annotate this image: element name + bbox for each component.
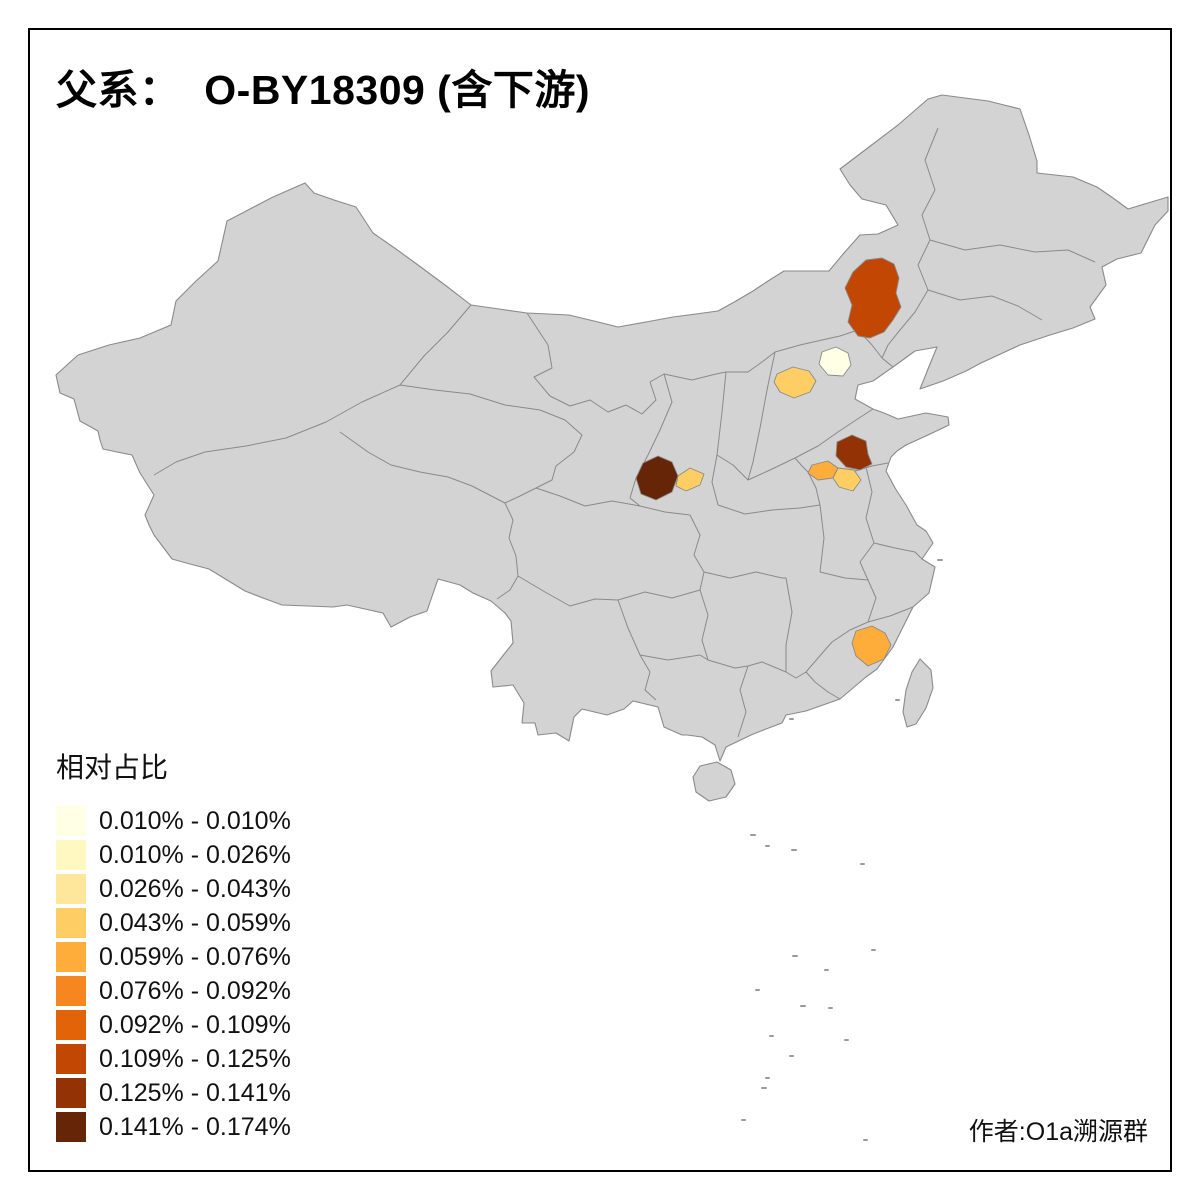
legend-item: 0.043% - 0.059% (56, 908, 291, 938)
legend-item-label: 0.076% - 0.092% (99, 976, 291, 1005)
region-hebei-northwest (773, 366, 817, 399)
hainan-island (692, 761, 736, 802)
region-beijing-area (818, 346, 852, 377)
legend-item-label: 0.125% - 0.141% (99, 1078, 291, 1107)
legend-swatch-color (56, 976, 86, 1006)
region-inner-mongolia-southeast (844, 257, 902, 339)
legend-swatch-color (56, 840, 86, 870)
legend-swatch (56, 840, 86, 870)
china-mainland (55, 94, 1169, 762)
legend-swatch (56, 806, 86, 836)
taiwan-island (902, 658, 934, 728)
legend-item: 0.109% - 0.125% (56, 1044, 291, 1074)
region-shandong-south (835, 434, 873, 471)
legend-swatch-color (56, 942, 86, 972)
legend-item-label: 0.141% - 0.174% (99, 1112, 291, 1141)
legend-swatch (56, 1078, 86, 1108)
legend-item: 0.125% - 0.141% (56, 1078, 291, 1108)
legend: 相对占比 0.010% - 0.010% 0.010% - 0.026% 0.0… (56, 746, 291, 1146)
legend-item: 0.092% - 0.109% (56, 1010, 291, 1040)
legend-swatch (56, 908, 86, 938)
legend-item: 0.010% - 0.010% (56, 806, 291, 836)
legend-item-label: 0.059% - 0.076% (99, 942, 291, 971)
legend-swatch-color (56, 1112, 86, 1142)
legend-item-label: 0.026% - 0.043% (99, 874, 291, 903)
highlighted-regions (635, 257, 902, 667)
page-title: 父系： O-BY18309 (含下游) (56, 67, 590, 113)
legend-swatch-color (56, 1078, 86, 1108)
legend-swatch (56, 976, 86, 1006)
legend-swatch-color (56, 806, 86, 836)
province-borders (153, 127, 1096, 738)
legend-swatch-color (56, 874, 86, 904)
legend-swatch-color (56, 1010, 86, 1040)
legend-swatch (56, 1044, 86, 1074)
legend-item-label: 0.092% - 0.109% (99, 1010, 291, 1039)
region-fujian-coast (851, 625, 892, 667)
legend-title: 相对占比 (56, 752, 169, 783)
region-shaanxi-southeast (675, 467, 705, 492)
legend-item-label: 0.043% - 0.059% (99, 908, 291, 937)
legend-item: 0.059% - 0.076% (56, 942, 291, 972)
region-jiangsu-north-east (832, 467, 862, 492)
legend-swatch (56, 942, 86, 972)
author-credit: 作者:O1a溯源群 (968, 1118, 1148, 1146)
legend-swatch (56, 874, 86, 904)
south-china-sea-islands (741, 559, 943, 1141)
legend-item: 0.076% - 0.092% (56, 976, 291, 1006)
legend-item-label: 0.109% - 0.125% (99, 1044, 291, 1073)
legend-swatch (56, 1112, 86, 1142)
legend-item-label: 0.010% - 0.026% (99, 840, 291, 869)
legend-item: 0.010% - 0.026% (56, 840, 291, 870)
legend-item: 0.141% - 0.174% (56, 1112, 291, 1142)
legend-swatch-color (56, 1044, 86, 1074)
legend-swatch-color (56, 908, 86, 938)
legend-swatch (56, 1010, 86, 1040)
legend-item-label: 0.010% - 0.010% (99, 806, 291, 835)
legend-item: 0.026% - 0.043% (56, 874, 291, 904)
